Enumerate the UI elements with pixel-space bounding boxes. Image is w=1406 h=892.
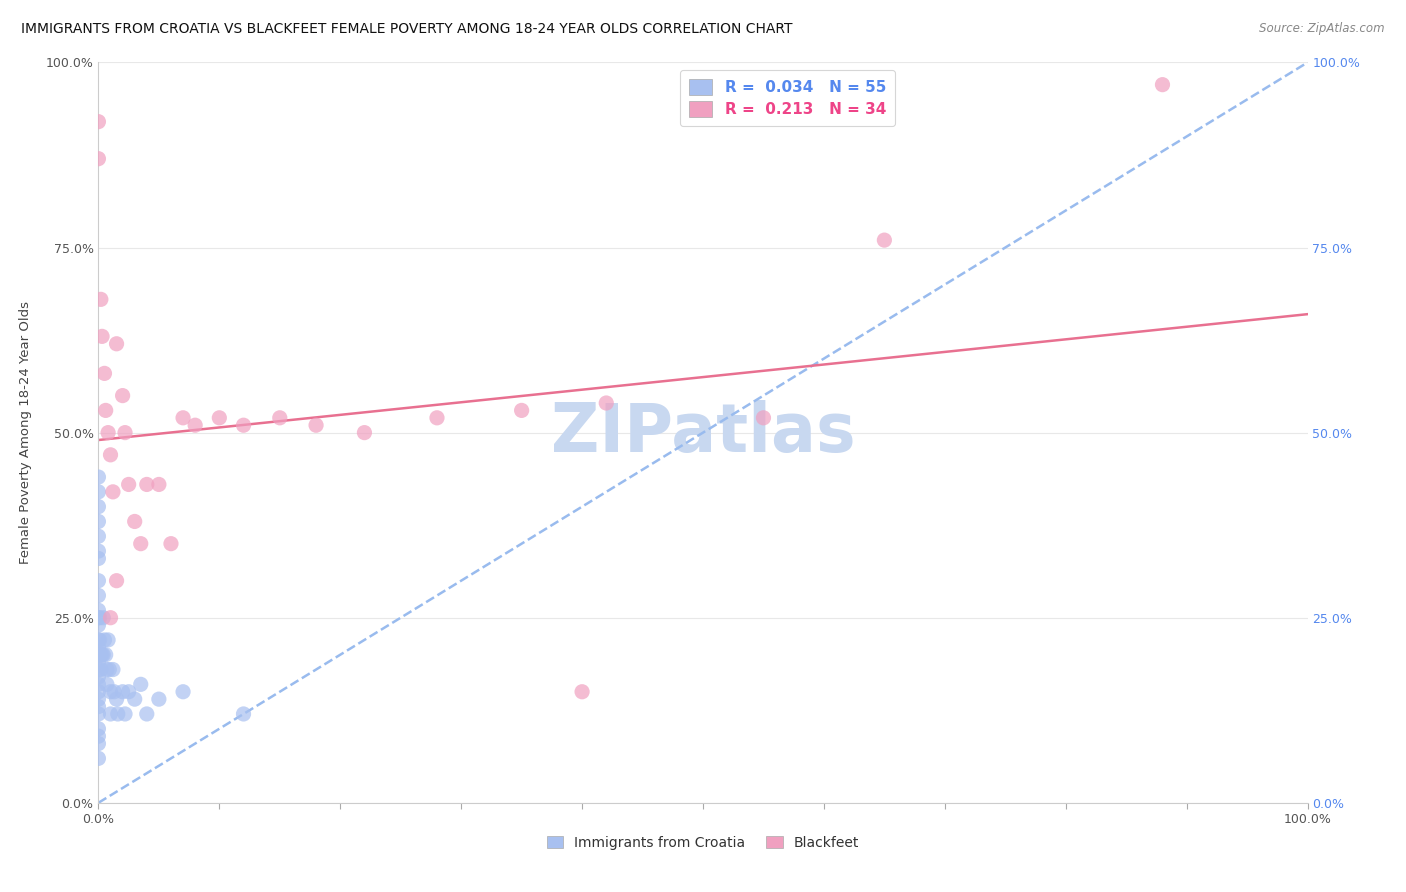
Point	[87, 603, 110, 617]
Point	[97, 425, 120, 440]
Point	[87, 655, 110, 669]
Point	[232, 706, 254, 721]
Y-axis label: Female Poverty Among 18-24 Year Olds: Female Poverty Among 18-24 Year Olds	[18, 301, 32, 564]
Point	[87, 729, 110, 743]
Point	[93, 632, 115, 647]
Point	[160, 536, 183, 550]
Point	[87, 529, 110, 543]
Point	[87, 152, 110, 166]
Point	[124, 515, 146, 529]
Point	[87, 551, 110, 566]
Point	[595, 396, 617, 410]
Point	[98, 663, 121, 677]
Point	[96, 677, 118, 691]
Point	[184, 418, 207, 433]
Point	[101, 484, 124, 499]
Point	[89, 632, 111, 647]
Point	[172, 685, 194, 699]
Point	[87, 685, 110, 699]
Point	[101, 663, 124, 677]
Point	[87, 500, 110, 514]
Point	[87, 722, 110, 736]
Point	[105, 336, 128, 351]
Point	[93, 367, 115, 381]
Point	[87, 663, 110, 677]
Point	[87, 699, 110, 714]
Point	[90, 663, 112, 677]
Point	[87, 574, 110, 588]
Point	[208, 410, 231, 425]
Point	[96, 663, 118, 677]
Point	[87, 648, 110, 662]
Point	[87, 470, 110, 484]
Point	[87, 677, 110, 691]
Point	[426, 410, 449, 425]
Point	[90, 648, 112, 662]
Point	[87, 544, 110, 558]
Point	[100, 448, 122, 462]
Point	[87, 610, 110, 624]
Point	[87, 706, 110, 721]
Point	[172, 410, 194, 425]
Point	[752, 410, 775, 425]
Point	[1152, 78, 1174, 92]
Point	[510, 403, 533, 417]
Point	[87, 632, 110, 647]
Point	[103, 685, 125, 699]
Point	[129, 677, 152, 691]
Point	[269, 410, 291, 425]
Point	[91, 329, 114, 343]
Point	[87, 737, 110, 751]
Point	[87, 751, 110, 765]
Point	[87, 114, 110, 128]
Point	[118, 477, 141, 491]
Point	[118, 685, 141, 699]
Text: IMMIGRANTS FROM CROATIA VS BLACKFEET FEMALE POVERTY AMONG 18-24 YEAR OLDS CORREL: IMMIGRANTS FROM CROATIA VS BLACKFEET FEM…	[21, 22, 793, 37]
Point	[90, 293, 112, 307]
Point	[105, 574, 128, 588]
Point	[91, 610, 114, 624]
Point	[135, 477, 157, 491]
Text: Source: ZipAtlas.com: Source: ZipAtlas.com	[1260, 22, 1385, 36]
Point	[148, 692, 170, 706]
Point	[107, 706, 129, 721]
Point	[89, 610, 111, 624]
Point	[124, 692, 146, 706]
Point	[100, 706, 122, 721]
Point	[94, 648, 117, 662]
Point	[87, 670, 110, 684]
Point	[873, 233, 896, 247]
Point	[91, 648, 114, 662]
Point	[305, 418, 328, 433]
Point	[87, 484, 110, 499]
Point	[87, 640, 110, 655]
Legend: Immigrants from Croatia, Blackfeet: Immigrants from Croatia, Blackfeet	[541, 830, 865, 855]
Point	[94, 403, 117, 417]
Point	[87, 515, 110, 529]
Point	[91, 648, 114, 662]
Point	[87, 589, 110, 603]
Point	[87, 618, 110, 632]
Point	[100, 685, 122, 699]
Point	[111, 685, 134, 699]
Point	[100, 610, 122, 624]
Point	[571, 685, 593, 699]
Point	[97, 632, 120, 647]
Point	[114, 425, 136, 440]
Point	[129, 536, 152, 550]
Point	[353, 425, 375, 440]
Point	[135, 706, 157, 721]
Point	[87, 692, 110, 706]
Point	[111, 388, 134, 402]
Point	[114, 706, 136, 721]
Point	[148, 477, 170, 491]
Point	[232, 418, 254, 433]
Text: ZIPatlas: ZIPatlas	[551, 400, 855, 466]
Point	[105, 692, 128, 706]
